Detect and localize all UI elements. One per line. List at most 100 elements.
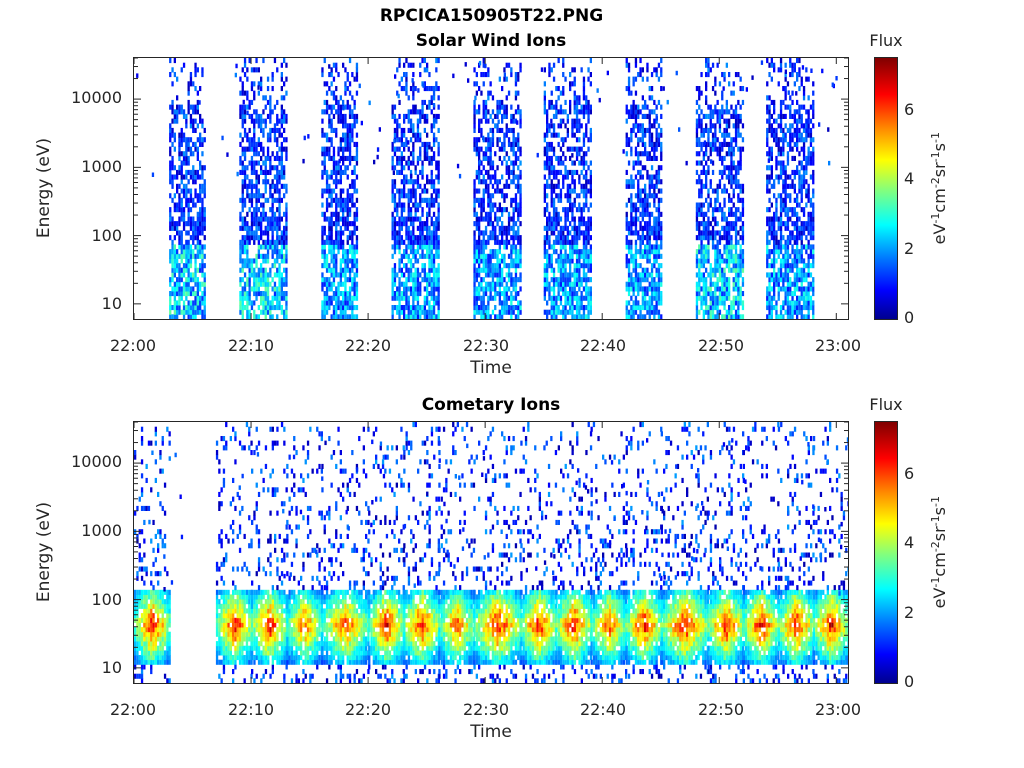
spectrogram-cell [550,146,553,152]
spectrogram-cell [705,58,708,64]
spectrogram-cell [630,239,633,245]
spectrogram-cell [707,216,710,222]
spectrogram-cell [639,211,642,217]
spectrogram-cell [580,160,583,166]
spectrogram-cell [173,253,176,259]
spectrogram-cell [355,225,359,231]
spectrogram-cell [512,216,515,222]
spectrogram-cell [248,160,251,166]
spectrogram-cell [555,239,558,245]
spectrogram-cell [351,305,354,311]
spectrogram-cell [332,239,336,245]
spectrogram-cell [351,72,354,78]
spectrogram-cell [475,286,478,292]
spectrogram-cell [730,90,733,96]
spectrogram-cell [342,300,345,306]
spectrogram-cell [262,118,265,124]
spectrogram-cell [194,86,197,92]
spectrogram-cell [428,267,431,273]
spectrogram-cell [335,216,338,222]
spectrogram-cell [557,263,560,269]
spectrogram-cell [562,225,565,231]
spectrogram-cell [283,291,286,297]
spectrogram-cell [173,174,176,180]
spectrogram-cell [700,230,703,236]
spectrogram-cell [199,211,202,217]
spectrogram-cell [475,300,478,306]
spectrogram-cell [283,81,286,87]
spectrogram-cell [192,197,195,203]
spectrogram-cell [426,291,429,297]
spectrogram-cell [398,263,401,269]
spectrogram-cell [718,183,722,189]
spectrogram-cell [634,146,638,152]
spectrogram-cell [714,281,717,287]
spectrogram-cell [702,183,705,189]
spectrogram-cell [517,76,520,82]
spectrogram-cell [255,286,258,292]
spectrogram-cell [243,263,247,269]
spectrogram-cell [646,253,649,259]
spectrogram-cell [426,235,429,241]
spectrogram-cell [409,193,413,199]
spectrogram-cell [339,263,342,269]
spectrogram-cell [189,253,193,259]
spectrogram-cell [627,160,631,166]
spectrogram-cell [421,244,424,250]
panel-title-solar-wind: Solar Wind Ions [415,31,567,51]
spectrogram-cell [260,123,263,129]
spectrogram-cell [437,141,440,147]
spectrogram-cell [416,258,420,264]
spectrogram-cell [571,300,574,306]
spectrogram-cell [403,113,406,119]
spectrogram-cell [187,216,190,222]
spectrogram-cell [557,160,560,166]
spectrogram-cell [698,235,701,241]
spectrogram-cell [707,62,710,68]
spectrogram-cell [660,132,663,138]
spectrogram-cell [555,207,558,213]
spectrogram-cell [353,179,356,185]
spectrogram-cell [578,249,581,255]
spectrogram-cell [250,155,254,161]
spectrogram-cell [437,305,440,311]
spectrogram-cell [573,277,576,283]
spectrogram-cell [271,277,274,283]
spectrogram-cell [332,127,336,133]
spectrogram-cell [196,216,199,222]
spectrogram-cell [355,239,359,245]
spectrogram-cell [512,295,515,301]
spectrogram-cell [739,249,742,255]
spectrogram-cell [543,67,546,73]
spectrogram-cell [569,300,572,306]
spectrogram-cell [264,286,267,292]
spectrogram-cell [728,174,731,180]
spectrogram-cell [180,174,183,180]
spectrogram-cell [393,197,397,203]
spectrogram-cell [641,272,644,278]
spectrogram-cell [203,211,206,217]
spectrogram-cell [644,286,647,292]
spectrogram-cell [412,239,415,245]
spectrogram-cell [723,76,726,82]
spectrogram-cell [564,123,567,129]
spectrogram-cell [650,286,654,292]
spectrogram-cell [707,193,710,199]
spectrogram-cell [630,277,633,283]
spectrogram-cell [657,272,661,278]
spectrogram-cell [178,309,181,315]
spectrogram-cell [555,104,558,110]
spectrogram-cell [437,211,440,217]
spectrogram-cell [648,258,651,264]
spectrogram-cell [637,207,640,213]
spectrogram-cell [342,258,345,264]
spectrogram-cell [330,155,333,161]
spectrogram-cell [653,141,656,147]
spectrogram-cell [730,169,733,175]
spectrogram-cell [650,211,654,217]
spectrogram-cell [552,188,556,194]
spectrogram-cell [248,197,251,203]
spectrogram-cell [498,76,501,82]
spectrogram-cell [346,146,349,152]
spectrogram-cell [253,160,256,166]
